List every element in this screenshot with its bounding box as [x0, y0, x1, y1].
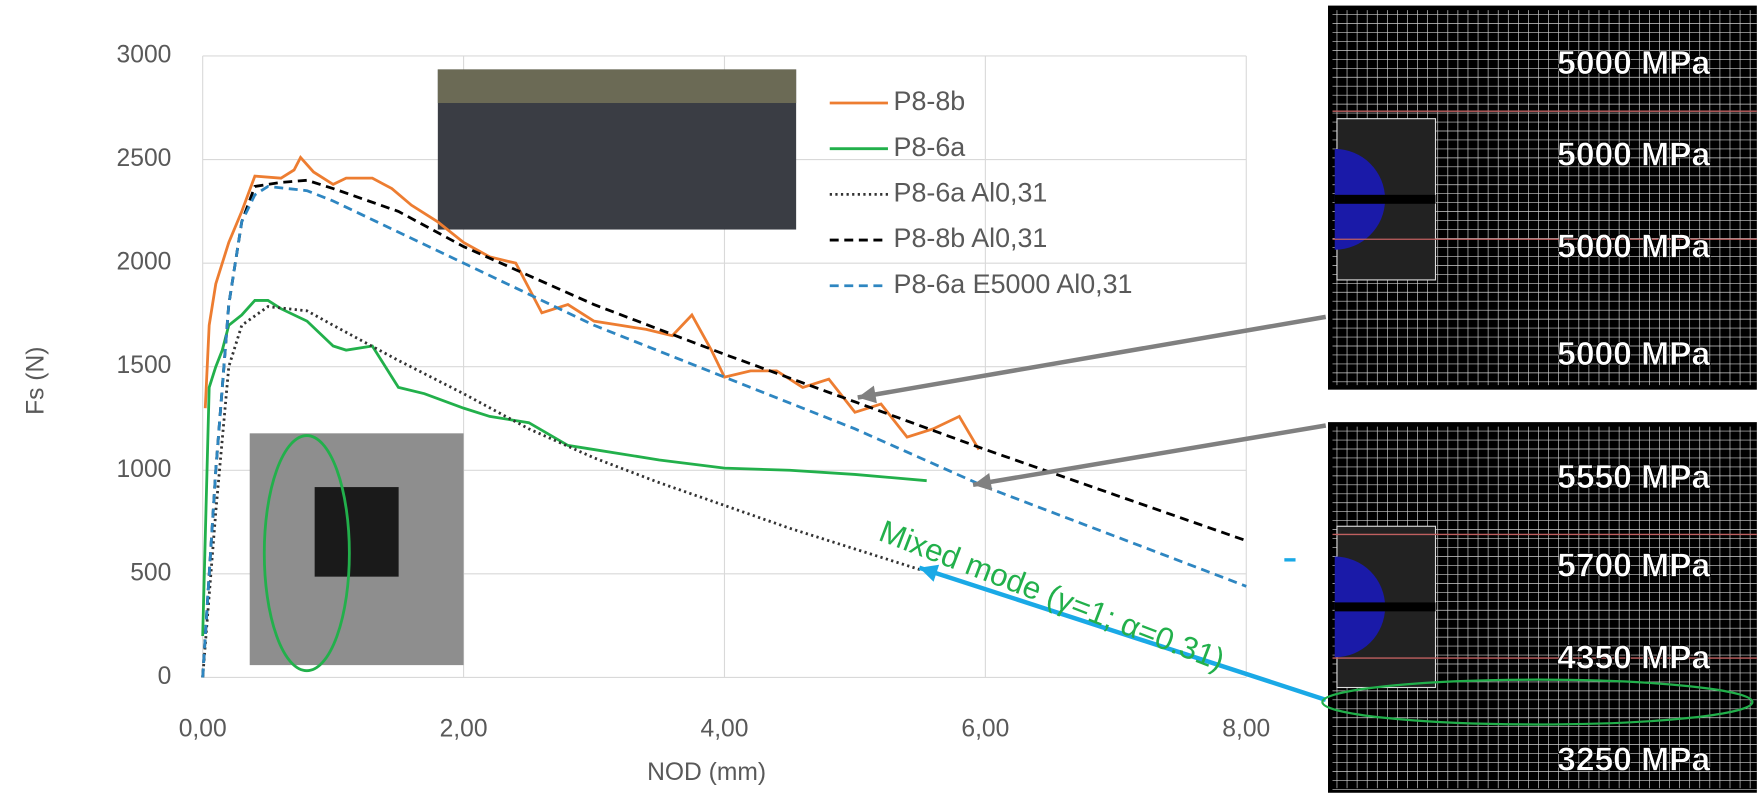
y-tick-label: 1500: [117, 352, 172, 379]
annotation: Mixed mode (γ=1; α=0.31): [875, 513, 1230, 677]
y-tick-label: 500: [130, 559, 171, 586]
series-line: [201, 305, 921, 678]
x-tick-label: 0,00: [179, 716, 227, 743]
x-tick-label: 4,00: [701, 716, 749, 743]
highlight: [262, 434, 351, 673]
x-tick-label: 8,00: [1222, 716, 1270, 743]
layer-modulus: 5000 MPa: [1557, 336, 1710, 373]
mesh-panel: 5000 MPa 5000 MPa 5000 MPa 5000 MPa: [1328, 5, 1757, 390]
mesh-notch: [1334, 602, 1436, 612]
series-line: [201, 299, 927, 637]
x-tick-label: 2,00: [440, 716, 488, 743]
arrow-head: [857, 385, 877, 404]
layer-modulus: 5700 MPa: [1557, 548, 1710, 585]
arrow: [972, 423, 1327, 488]
layer-modulus: 4350 MPa: [1557, 639, 1710, 676]
layer-modulus: 5000 MPa: [1557, 45, 1710, 82]
legend-label: P8-6a: [894, 132, 966, 162]
legend-label: P8-8b: [894, 86, 966, 116]
y-tick-label: 2500: [117, 145, 172, 172]
legend-label: P8-6a Al0,31: [894, 177, 1048, 207]
series-line: [201, 184, 1247, 678]
y-tick-label: 2000: [117, 249, 172, 276]
x-tick-label: 6,00: [961, 716, 1009, 743]
arrow-head: [919, 564, 940, 582]
y-tick-label: 1000: [117, 456, 172, 483]
layer-modulus: 5000 MPa: [1557, 137, 1710, 174]
highlight: [1321, 678, 1754, 726]
mesh-notch: [1334, 194, 1436, 204]
layer-modulus: 3250 MPa: [1557, 741, 1710, 778]
arrow-head: [973, 473, 993, 491]
layer-modulus: 5550 MPa: [1557, 459, 1710, 496]
layer-modulus: 5000 MPa: [1557, 228, 1710, 265]
photo-specimen-center: [314, 487, 399, 577]
y-tick-label: 3000: [117, 41, 172, 68]
legend-label: P8-6a E5000 Al0,31: [894, 269, 1133, 299]
series-line: [203, 154, 981, 451]
arrow: [857, 314, 1327, 400]
legend-label: P8-8b Al0,31: [894, 223, 1048, 253]
x-axis-label: NOD (mm): [647, 759, 766, 786]
y-axis-label: Fs (N): [22, 347, 49, 415]
photo-ground: [437, 69, 797, 104]
y-tick-label: 0: [158, 663, 172, 690]
mesh-panel: 5550 MPa 5700 MPa 4350 MPa 3250 MPa: [1328, 422, 1757, 793]
arrow: [918, 565, 1327, 702]
